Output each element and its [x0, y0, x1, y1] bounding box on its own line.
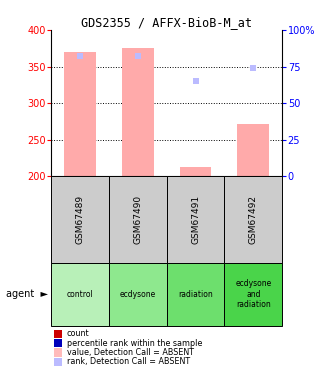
Point — [77, 53, 82, 59]
Text: GSM67490: GSM67490 — [133, 195, 142, 244]
Text: GSM67492: GSM67492 — [249, 195, 258, 244]
Text: control: control — [67, 290, 93, 299]
Text: ecdysone: ecdysone — [120, 290, 156, 299]
Bar — [180, 168, 212, 176]
Text: GSM67491: GSM67491 — [191, 195, 200, 244]
Bar — [122, 48, 154, 176]
Text: GSM67489: GSM67489 — [76, 195, 84, 244]
Text: rank, Detection Call = ABSENT: rank, Detection Call = ABSENT — [67, 357, 190, 366]
Text: percentile rank within the sample: percentile rank within the sample — [67, 339, 202, 348]
Title: GDS2355 / AFFX-BioB-M_at: GDS2355 / AFFX-BioB-M_at — [81, 16, 252, 29]
Text: ecdysone
and
radiation: ecdysone and radiation — [235, 279, 271, 309]
Text: radiation: radiation — [178, 290, 213, 299]
Point — [135, 53, 140, 58]
Bar — [237, 124, 269, 176]
Bar — [51, 176, 109, 262]
Bar — [224, 176, 282, 262]
Point — [193, 78, 198, 84]
Text: agent  ►: agent ► — [6, 290, 48, 299]
Bar — [51, 262, 109, 326]
Bar — [167, 262, 224, 326]
Text: count: count — [67, 329, 89, 338]
Bar — [167, 176, 224, 262]
Text: value, Detection Call = ABSENT: value, Detection Call = ABSENT — [67, 348, 194, 357]
Point — [251, 65, 256, 71]
Bar — [109, 262, 167, 326]
Bar — [224, 262, 282, 326]
Bar — [64, 52, 96, 176]
Bar — [109, 176, 167, 262]
